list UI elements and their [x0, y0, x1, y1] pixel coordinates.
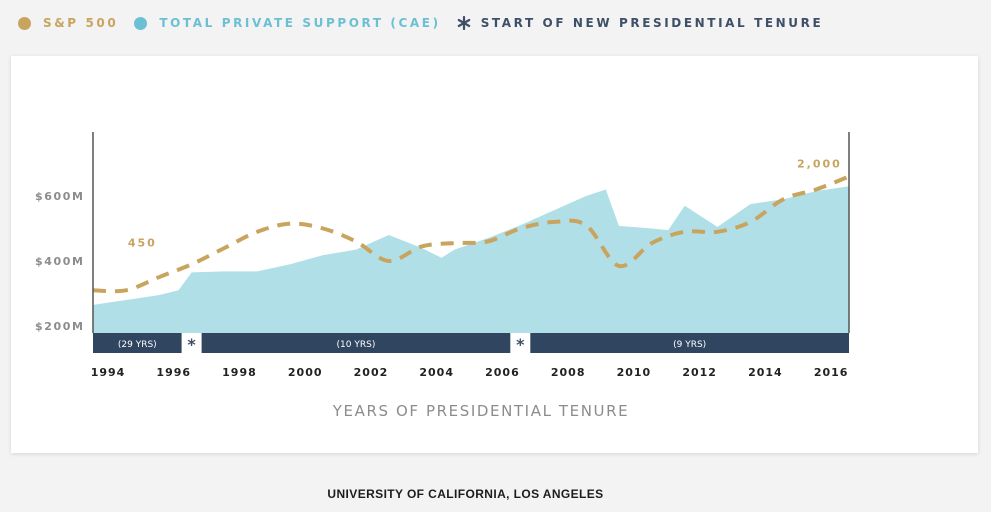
sp500-annotation: 450 — [128, 236, 157, 249]
tenure-label: (29 YRS) — [118, 340, 157, 350]
institution-name: UNIVERSITY OF CALIFORNIA, LOS ANGELES — [327, 487, 604, 501]
sp500-dot-icon — [18, 16, 31, 30]
tenure-bar — [93, 333, 182, 353]
chart-panel: (29 YRS) (10 YRS) * (9 YRS) * $200M $400M $600M… — [11, 56, 978, 453]
legend-item-private-support: TOTAL PRIVATE SUPPORT (CAE) — [134, 16, 440, 30]
legend-label-sp500: S&P 500 — [43, 16, 119, 30]
x-tick-label: 2016 — [814, 366, 849, 379]
x-tick-label: 2006 — [485, 366, 520, 379]
x-tick-label: 1996 — [156, 366, 191, 379]
sp500-annotation: 2,000 — [797, 157, 842, 170]
tenure-start-asterisk-icon: * — [516, 335, 525, 354]
tenure-bar — [530, 333, 849, 353]
private-support-dot-icon — [134, 16, 148, 30]
asterisk-icon — [457, 16, 470, 30]
legend-label-tenure: START OF NEW PRESIDENTIAL TENURE — [480, 16, 824, 30]
private-support-area — [93, 186, 849, 333]
tenure-label: (10 YRS) — [337, 340, 376, 350]
x-tick-label: 2008 — [551, 366, 586, 379]
x-tick-label: 2000 — [288, 366, 323, 379]
y-tick-label: $200M — [35, 320, 85, 333]
x-tick-label: 1994 — [91, 366, 126, 379]
x-axis-title: YEARS OF PRESIDENTIAL TENURE — [332, 402, 629, 420]
chart-legend: S&P 500 TOTAL PRIVATE SUPPORT (CAE) STAR… — [18, 13, 839, 33]
x-tick-label: 2014 — [748, 366, 783, 379]
x-tick-label: 2010 — [617, 366, 652, 379]
x-tick-label: 2004 — [419, 366, 454, 379]
y-tick-label: $600M — [35, 190, 85, 203]
tenure-label: (9 YRS) — [673, 340, 706, 350]
y-tick-label: $400M — [35, 255, 85, 268]
sp500-line — [92, 174, 850, 294]
x-tick-label: 1998 — [222, 366, 257, 379]
tenure-bar — [201, 333, 511, 353]
x-tick-label: 2012 — [682, 366, 717, 379]
legend-label-private-support: TOTAL PRIVATE SUPPORT (CAE) — [159, 16, 441, 30]
tenure-start-asterisk-icon: * — [187, 335, 196, 354]
legend-item-sp500: S&P 500 — [18, 16, 118, 30]
chart-svg: (29 YRS) (10 YRS) * (9 YRS) * $200M $400M $600M… — [35, 132, 850, 420]
x-tick-label: 2002 — [354, 366, 389, 379]
legend-item-tenure: START OF NEW PRESIDENTIAL TENURE — [457, 16, 824, 30]
